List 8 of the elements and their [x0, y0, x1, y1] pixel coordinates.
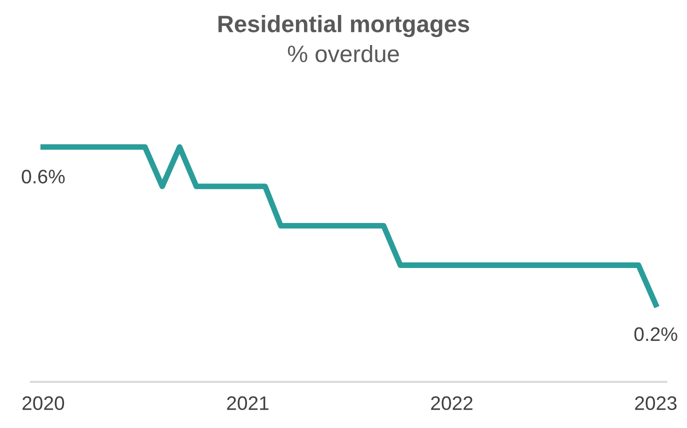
x-tick-label: 2022: [431, 396, 472, 410]
chart-subtitle: % overdue: [288, 44, 399, 62]
x-tick-label: 2021: [227, 396, 268, 410]
x-tick-label: 2023: [635, 396, 677, 410]
data-label: 0.2%: [634, 327, 678, 342]
data-label: 0.6%: [22, 170, 65, 184]
chart-title: Residential mortgages: [218, 14, 470, 38]
x-tick-label: 2020: [22, 396, 64, 410]
